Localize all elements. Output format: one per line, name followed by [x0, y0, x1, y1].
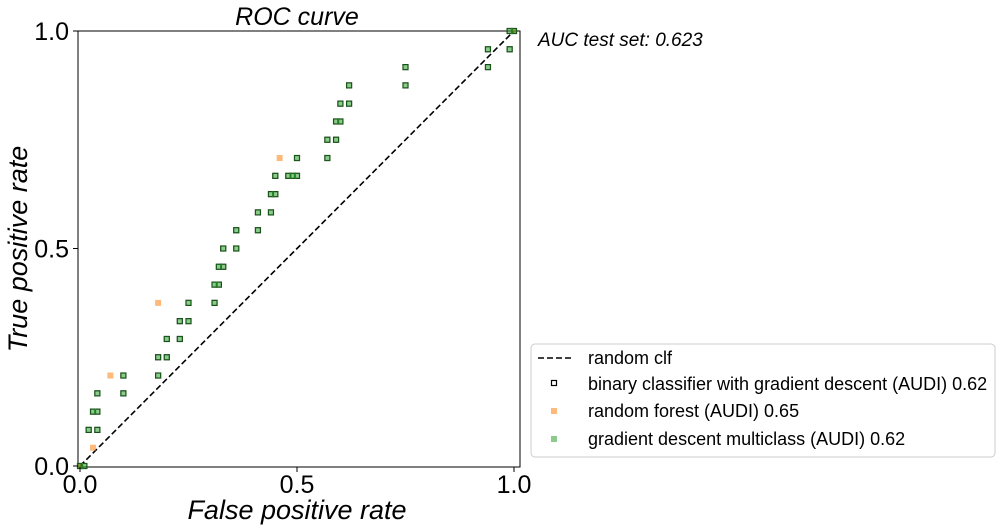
point-series-2-44 [402, 64, 409, 71]
point-series-2-7 [120, 390, 127, 397]
point-series-2-46 [484, 46, 491, 53]
point-series-2-22 [220, 245, 227, 252]
point-series-2-9 [155, 372, 162, 379]
y-tick-label-1: 0.5 [34, 236, 69, 264]
point-series-2-18 [211, 281, 218, 288]
point-series-2-14 [176, 318, 183, 325]
auc-annotation: AUC test set: 0.623 [537, 30, 703, 51]
point-series-2-1 [81, 463, 88, 469]
point-series-2-6 [94, 390, 101, 397]
y-tick-label-2: 1.0 [34, 18, 69, 46]
point-series-2-33 [294, 172, 300, 179]
point-series-2-36 [324, 136, 331, 143]
point-series-2-34 [294, 155, 300, 162]
point-series-2-19 [215, 281, 222, 288]
point-series-2-25 [254, 227, 261, 234]
point-series-2-39 [337, 118, 344, 125]
x-tick-label-2: 1.0 [497, 471, 532, 499]
point-series-2-10 [155, 354, 162, 361]
point-series-1-2 [107, 372, 114, 379]
point-series-2-0 [77, 463, 83, 469]
point-series-2-48 [506, 28, 513, 34]
legend-green-square-icon [551, 436, 557, 442]
point-series-1-3 [155, 299, 162, 306]
legend: random clf binary classifier with gradie… [530, 343, 996, 458]
point-series-2-12 [163, 335, 170, 342]
point-series-2-8 [120, 372, 127, 379]
point-series-2-15 [185, 318, 192, 325]
point-series-2-27 [267, 209, 274, 216]
point-series-2-2 [85, 426, 92, 433]
point-series-2-30 [272, 172, 279, 179]
point-series-2-3 [94, 426, 101, 433]
y-tick-label-0: 0.0 [34, 453, 69, 481]
legend-label-random-forest: random forest (AUDI) 0.65 [588, 401, 799, 421]
point-series-2-11 [163, 354, 170, 361]
point-series-2-28 [267, 191, 274, 198]
point-series-2-37 [333, 136, 340, 143]
point-series-2-40 [337, 100, 344, 107]
point-series-2-5 [94, 408, 101, 415]
point-series-2-21 [220, 263, 227, 270]
point-series-2-38 [333, 118, 340, 125]
x-tick-label-1: 0.5 [280, 471, 315, 499]
point-series-2-45 [484, 64, 491, 71]
axis-ticks: 0.0 0.5 1.0 0.0 0.5 1.0 [34, 18, 531, 499]
point-series-2-49 [511, 28, 517, 34]
legend-box [530, 343, 996, 458]
legend-hollow-square-icon [550, 379, 558, 387]
point-series-2-13 [176, 335, 183, 342]
point-series-2-4 [90, 408, 97, 415]
legend-label-gradient-descent: gradient descent multiclass (AUDI) 0.62 [588, 429, 905, 449]
point-series-2-29 [272, 191, 279, 198]
point-series-2-31 [285, 172, 292, 179]
point-series-2-35 [324, 155, 331, 162]
data-marks [76, 27, 518, 470]
point-series-2-43 [402, 82, 409, 89]
legend-orange-square-icon [551, 408, 557, 414]
legend-label-binary-classifier: binary classifier with gradient descent … [588, 374, 987, 394]
point-series-2-16 [185, 299, 192, 306]
x-tick-label-0: 0.0 [63, 471, 98, 499]
point-series-2-23 [233, 245, 240, 252]
y-axis-label: True positive rate [3, 146, 33, 353]
point-series-1-4 [276, 155, 283, 162]
point-series-2-20 [215, 263, 222, 270]
point-series-2-41 [346, 100, 353, 107]
point-series-2-17 [211, 299, 218, 306]
point-series-2-42 [346, 82, 353, 89]
random-clf-line [79, 30, 515, 467]
point-series-2-26 [254, 209, 261, 216]
point-series-2-47 [506, 46, 513, 53]
chart-title: ROC curve [235, 3, 359, 31]
legend-label-random-clf: random clf [588, 348, 673, 368]
point-series-1-1 [90, 444, 97, 451]
x-axis-label: False positive rate [187, 495, 406, 525]
point-series-2-24 [233, 227, 240, 234]
point-series-2-32 [289, 172, 296, 179]
